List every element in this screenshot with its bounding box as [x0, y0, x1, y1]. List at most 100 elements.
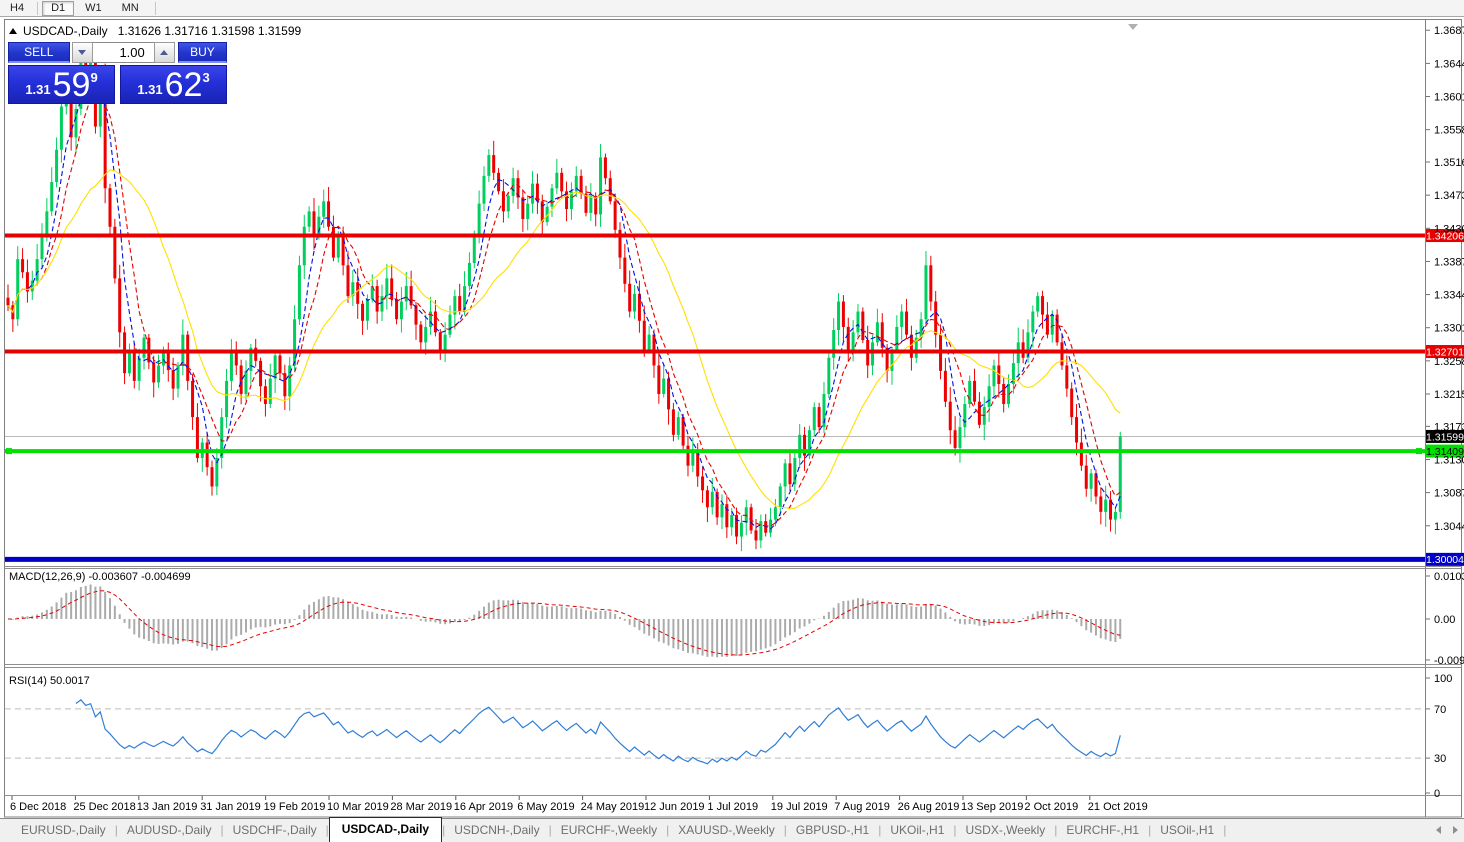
volume-input[interactable] — [92, 42, 154, 63]
one-click-trade-panel: SELL BUY 1.31 59 9 1.31 62 3 — [8, 42, 227, 104]
tab-item[interactable]: EURCHF-,H1 — [1066, 823, 1140, 837]
timeframe-button-w1[interactable]: W1 — [85, 2, 102, 14]
svg-text:30: 30 — [1434, 753, 1446, 765]
svg-text:1.36440: 1.36440 — [1434, 58, 1464, 70]
timeframe-toolbar: H4 D1 W1 MN — [0, 0, 1464, 17]
svg-text:1.30440: 1.30440 — [1434, 521, 1464, 533]
svg-text:21 Oct 2019: 21 Oct 2019 — [1088, 801, 1148, 813]
tab-item[interactable]: XAUUSD-,Weekly — [678, 823, 775, 837]
svg-text:1.36870: 1.36870 — [1434, 25, 1464, 37]
macd-indicator-label: MACD(12,26,9) -0.003607 -0.004699 — [9, 571, 191, 583]
sell-price-display[interactable]: 1.31 59 9 — [8, 65, 115, 104]
svg-text:1.33870: 1.33870 — [1434, 256, 1464, 268]
hline-price-chip: 1.34206 — [1426, 229, 1464, 242]
spinner-up-icon — [160, 50, 169, 55]
svg-text:-0.009203: -0.009203 — [1434, 655, 1464, 667]
svg-text:1.31599: 1.31599 — [1426, 431, 1464, 443]
tab-separator: | — [548, 823, 552, 837]
tab-item[interactable]: UKOil-,H1 — [890, 823, 945, 837]
svg-text:1.32701: 1.32701 — [1426, 346, 1464, 358]
pane-borders — [4, 19, 1462, 818]
svg-text:24 May 2019: 24 May 2019 — [581, 801, 645, 813]
svg-text:1.33440: 1.33440 — [1434, 290, 1464, 302]
price-axis: 1.34206 1.32701 1.31409 1.30004 1.31599 1.368… — [1426, 25, 1464, 800]
svg-text:0.00: 0.00 — [1434, 614, 1455, 626]
hline-price-chip: 1.32701 — [1426, 345, 1464, 358]
svg-text:1.32150: 1.32150 — [1434, 389, 1464, 401]
sell-price-pipette: 9 — [90, 70, 98, 85]
hline-handle-left — [6, 448, 12, 455]
sell-button[interactable]: SELL — [8, 42, 70, 63]
svg-text:1 Jul 2019: 1 Jul 2019 — [707, 801, 758, 813]
svg-text:1.33010: 1.33010 — [1434, 323, 1464, 335]
timeframe-button-mn[interactable]: MN — [121, 2, 139, 14]
buy-price-prefix: 1.31 — [137, 82, 163, 97]
rsi-indicator-label: RSI(14) 50.0017 — [9, 675, 90, 687]
timeframe-button-h4[interactable]: H4 — [10, 2, 25, 14]
svg-text:1.31730: 1.31730 — [1434, 421, 1464, 433]
svg-text:1.32580: 1.32580 — [1434, 356, 1464, 368]
buy-price-display[interactable]: 1.31 62 3 — [120, 65, 227, 104]
tab-separator: | — [1148, 823, 1152, 837]
timeframe-button-d1[interactable]: D1 — [42, 0, 75, 16]
buy-price-big-digits: 62 — [164, 66, 203, 104]
volume-decrease-button[interactable] — [71, 42, 93, 63]
tab-separator: | — [1054, 823, 1058, 837]
svg-text:31 Jan 2019: 31 Jan 2019 — [200, 801, 261, 813]
toolbar-divider — [154, 1, 156, 15]
tab-item[interactable]: USDX-,Weekly — [965, 823, 1046, 837]
svg-text:1.31409: 1.31409 — [1426, 446, 1464, 458]
hline-handle-right — [1416, 448, 1422, 455]
tab-scroll-right-icon[interactable] — [1453, 826, 1458, 834]
tab-separator: | — [442, 823, 446, 837]
svg-text:2 Oct 2019: 2 Oct 2019 — [1024, 801, 1078, 813]
svg-text:1.35580: 1.35580 — [1434, 125, 1464, 137]
collapse-arrow-icon[interactable] — [9, 28, 17, 34]
svg-text:19 Feb 2019: 19 Feb 2019 — [264, 801, 326, 813]
toolbar-divider — [37, 1, 39, 15]
svg-text:1.34300: 1.34300 — [1434, 223, 1464, 235]
hline-price-chip: 1.30004 — [1426, 552, 1464, 566]
macd-pane — [7, 584, 1122, 658]
spinner-down-icon — [78, 50, 87, 55]
symbol-tab-bar: EURUSD-,Daily | AUDUSD-,Daily | USDCHF-,Dail… — [0, 817, 1464, 842]
svg-text:1.30004: 1.30004 — [1426, 554, 1464, 566]
current-price-chip: 1.31599 — [1426, 429, 1464, 443]
svg-text:100: 100 — [1434, 673, 1452, 685]
svg-text:13 Sep 2019: 13 Sep 2019 — [961, 801, 1023, 813]
svg-text:1.30870: 1.30870 — [1434, 488, 1464, 500]
chart-shift-marker-icon — [1128, 24, 1138, 30]
buy-button[interactable]: BUY — [177, 42, 227, 63]
tab-item[interactable]: EURUSD-,Daily — [21, 823, 106, 837]
svg-text:6 May 2019: 6 May 2019 — [517, 801, 574, 813]
chart-symbol-title: USDCAD-,Daily — [23, 24, 108, 38]
tab-item[interactable]: GBPUSD-,H1 — [795, 823, 870, 837]
tab-separator: | — [114, 823, 118, 837]
svg-text:13 Jan 2019: 13 Jan 2019 — [137, 801, 198, 813]
volume-increase-button[interactable] — [153, 42, 175, 63]
svg-text:1.36010: 1.36010 — [1434, 92, 1464, 104]
svg-text:7 Aug 2019: 7 Aug 2019 — [834, 801, 890, 813]
chart-header: USDCAD-,Daily 1.31626 1.31716 1.31598 1.… — [9, 24, 301, 38]
tab-separator: | — [783, 823, 787, 837]
tab-item[interactable]: EURCHF-,Weekly — [560, 823, 658, 837]
svg-text:16 Apr 2019: 16 Apr 2019 — [454, 801, 513, 813]
svg-text:1.34730: 1.34730 — [1434, 190, 1464, 202]
moving-average-lines — [7, 80, 1121, 530]
tab-scroll-left-icon[interactable] — [1436, 826, 1441, 834]
tab-separator: | — [878, 823, 882, 837]
tab-separator: | — [220, 823, 224, 837]
chart-ohlc-values: 1.31626 1.31716 1.31598 1.31599 — [117, 24, 302, 38]
horizontal-level-lines[interactable] — [5, 233, 1425, 562]
tab-item[interactable]: AUDUSD-,Daily — [126, 823, 212, 837]
tab-item[interactable]: USDCNH-,Daily — [454, 823, 540, 837]
svg-text:1.35160: 1.35160 — [1434, 157, 1464, 169]
svg-text:28 Mar 2019: 28 Mar 2019 — [390, 801, 452, 813]
sell-price-prefix: 1.31 — [25, 82, 51, 97]
tab-item[interactable]: USDCHF-,Daily — [232, 823, 317, 837]
tab-item-active[interactable]: USDCAD-,Daily — [328, 817, 443, 842]
candlestick-series — [6, 45, 1122, 552]
tab-item[interactable]: USOil-,H1 — [1160, 823, 1215, 837]
buy-price-pipette: 3 — [202, 70, 210, 85]
